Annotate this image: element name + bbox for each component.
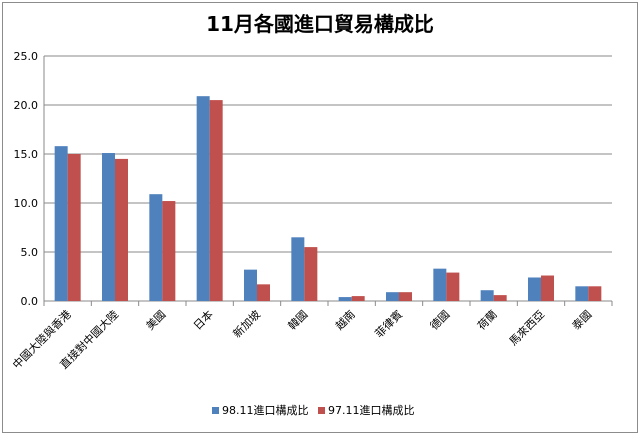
- bar-series-1: [433, 268, 447, 301]
- bar-series-2: [446, 272, 460, 301]
- bar-series-1: [102, 153, 115, 301]
- y-tick-label: 20.0: [14, 99, 39, 112]
- bar-series-1: [149, 194, 163, 301]
- bar-series-1: [291, 237, 305, 301]
- bar-series-1: [54, 146, 68, 301]
- x-category-label: 韓國: [286, 308, 311, 333]
- legend-label: 98.11進口構成比: [222, 404, 309, 417]
- bar-series-2: [541, 275, 554, 301]
- legend-swatch: [212, 407, 219, 414]
- bar-series-2: [399, 292, 412, 301]
- gridlines: [44, 55, 612, 253]
- legend-swatch: [318, 407, 325, 414]
- bar-series-1: [196, 96, 210, 302]
- bar-series-1: [480, 290, 494, 301]
- x-category-label: 越南: [332, 307, 357, 332]
- bar-series-1: [338, 297, 352, 301]
- legend: 98.11進口構成比 97.11進口構成比: [212, 404, 415, 417]
- x-category-label: 美國: [144, 308, 169, 333]
- y-tick-label: 5.0: [21, 246, 39, 259]
- x-category-label: 荷蘭: [475, 308, 500, 333]
- y-tick-label: 0.0: [21, 295, 39, 308]
- bar-series-2: [162, 201, 176, 301]
- bar-series-1: [575, 286, 589, 301]
- bar-series-2: [588, 286, 602, 301]
- y-tick-label: 25.0: [14, 50, 39, 63]
- bar-series-2: [304, 247, 318, 301]
- legend-label: 97.11進口構成比: [328, 404, 415, 417]
- bar-series-2: [493, 295, 507, 301]
- bars: [54, 96, 602, 302]
- x-category-label: 泰國: [569, 307, 594, 332]
- bar-series-1: [244, 269, 257, 301]
- bar-series-2: [351, 296, 365, 301]
- x-category-label: 菲律賓: [372, 307, 405, 340]
- bar-series-2: [209, 100, 223, 301]
- x-category-label: 馬來西亞: [507, 308, 547, 348]
- y-tick-label: 15.0: [14, 148, 39, 161]
- chart-title: 11月各國進口貿易構成比: [206, 12, 434, 36]
- x-category-label: 日本: [190, 307, 215, 332]
- bar-series-2: [257, 284, 270, 301]
- bar-series-1: [386, 292, 399, 301]
- x-category-label: 新加坡: [230, 307, 263, 340]
- bar-series-2: [67, 154, 81, 301]
- y-tick-label: 10.0: [14, 197, 39, 210]
- bar-series-1: [528, 277, 541, 301]
- bar-series-2: [115, 158, 128, 301]
- axes: [43, 56, 613, 306]
- x-category-label: 德國: [427, 307, 452, 332]
